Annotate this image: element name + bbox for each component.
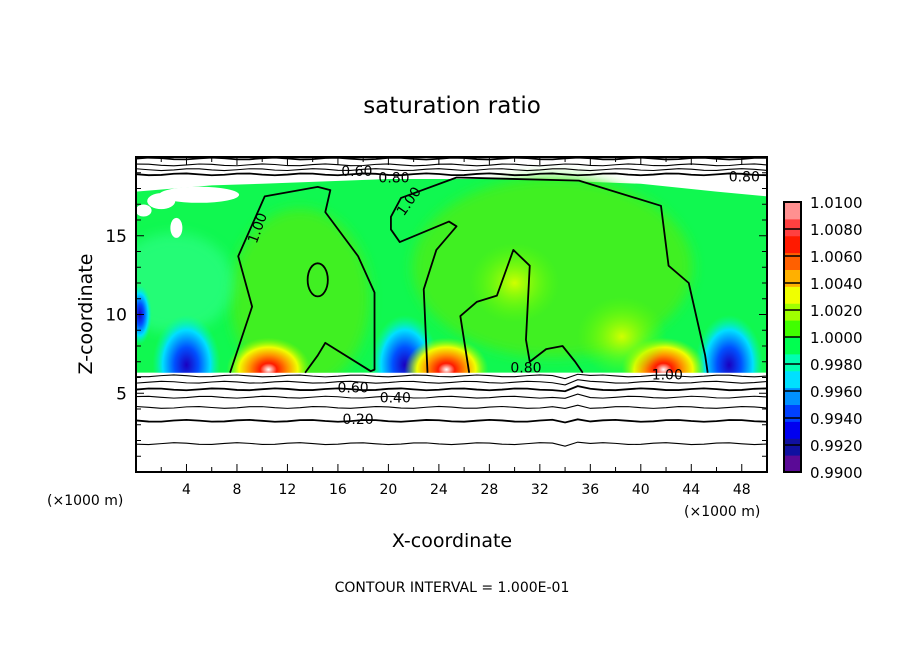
x-tick-label: 32 xyxy=(531,482,549,498)
contour-label: 0.80 xyxy=(378,170,409,186)
contour-label: 0.60 xyxy=(341,164,372,180)
contour-label: 0.60 xyxy=(337,381,368,397)
colorbar-swatch xyxy=(784,404,801,422)
colorbar-swatch xyxy=(784,235,801,254)
contour-line-horizontal xyxy=(136,404,767,409)
colorbar-swatch xyxy=(784,438,801,456)
colorbar-swatch xyxy=(784,353,801,372)
x-unit-right: (×1000 m) xyxy=(684,504,760,520)
x-tick-label: 8 xyxy=(232,482,241,498)
contour-label: 0.80 xyxy=(729,170,760,186)
contour-line-horizontal xyxy=(136,379,767,386)
x-tick-label: 12 xyxy=(279,482,297,498)
contour-line-horizontal xyxy=(136,385,767,393)
contour-line-horizontal xyxy=(136,163,767,167)
colorbar-swatch xyxy=(784,337,801,355)
x-tick-label: 48 xyxy=(733,482,751,498)
y-tick-labels: 5 10 15 xyxy=(105,227,127,405)
x-tick-label: 24 xyxy=(430,482,448,498)
colorbar-label: 1.0020 xyxy=(810,302,863,320)
colorbar-label: 0.9960 xyxy=(810,383,863,401)
colorbar-label: 0.9900 xyxy=(810,464,863,482)
y-tick-label: 10 xyxy=(105,306,127,326)
contour-label: 0.40 xyxy=(380,391,411,407)
colorbar xyxy=(783,201,802,473)
colorbar-swatch xyxy=(784,455,801,473)
saturation-field xyxy=(136,177,767,472)
contour-line-horizontal xyxy=(136,441,767,447)
field-feature-moist xyxy=(469,243,560,323)
x-axis-label: X-coordinate xyxy=(392,530,512,552)
contour-interval-note: CONTOUR INTERVAL = 1.000E-01 xyxy=(335,580,570,596)
colorbar-frame xyxy=(783,201,802,473)
contour-label: 0.80 xyxy=(510,360,541,376)
contour-line-1-00 xyxy=(306,262,329,298)
unsaturated-gap xyxy=(147,193,176,210)
colorbar-swatch xyxy=(784,252,801,270)
x-tick-label: 16 xyxy=(329,482,347,498)
unsaturated-gap xyxy=(136,204,152,217)
colorbar-label: 0.9980 xyxy=(810,356,863,374)
y-axis-label: Z-coordinate xyxy=(75,254,97,375)
contour-line-horizontal xyxy=(136,393,767,399)
contour-line-horizontal xyxy=(136,172,767,177)
contour-line-horizontal xyxy=(136,373,767,380)
x-tick-label: 4 xyxy=(182,482,191,498)
colorbar-label: 0.9920 xyxy=(810,437,863,455)
y-tick-label: 15 xyxy=(105,227,127,247)
colorbar-swatch xyxy=(784,303,801,321)
colorbar-label: 1.0080 xyxy=(810,221,863,239)
colorbar-swatch xyxy=(784,320,801,338)
chart-title: saturation ratio xyxy=(363,93,541,119)
y-tick-label: 5 xyxy=(116,384,127,404)
x-unit-left: (×1000 m) xyxy=(47,493,123,509)
colorbar-swatch xyxy=(784,202,801,220)
colorbar-label: 1.0060 xyxy=(810,248,863,266)
inner-zone xyxy=(136,233,234,333)
x-tick-label: 28 xyxy=(480,482,498,498)
colorbar-swatch xyxy=(784,218,801,237)
contour-line-horizontal xyxy=(136,418,767,424)
below-cloud-base xyxy=(136,372,767,472)
colorbar-swatch xyxy=(784,370,801,389)
contour-label: 1.00 xyxy=(652,367,683,383)
contour-line-1-00 xyxy=(229,186,376,374)
x-tick-labels: 4 8 12 16 20 24 28 32 36 40 44 48 xyxy=(182,482,751,498)
colorbar-label: 1.0100 xyxy=(810,194,863,212)
contour-line-1-00 xyxy=(459,249,584,374)
colorbar-swatch xyxy=(784,286,801,304)
colorbar-label: 0.9940 xyxy=(810,410,863,428)
axis-ticks xyxy=(136,157,767,472)
colorbar-swatch xyxy=(784,269,801,287)
colorbar-label: 1.0040 xyxy=(810,275,863,293)
contour-line-horizontal xyxy=(136,168,767,172)
x-tick-label: 20 xyxy=(379,482,397,498)
unsaturated-gap xyxy=(170,217,183,238)
colorbar-labels: 1.0100 1.0080 1.0060 1.0040 1.0020 1.0000 0.99… xyxy=(810,194,863,482)
unsaturated-gap xyxy=(159,186,240,203)
contour-line-1-00 xyxy=(390,176,709,373)
x-tick-label: 44 xyxy=(682,482,700,498)
field-feature-moist xyxy=(576,296,667,377)
colorbar-swatch xyxy=(784,421,801,439)
x-tick-label: 36 xyxy=(581,482,599,498)
contour-label: 0.20 xyxy=(343,412,374,428)
colorbar-label: 1.0000 xyxy=(810,329,863,347)
colorbar-swatch xyxy=(784,387,801,405)
contour-lines xyxy=(136,157,767,447)
x-tick-label: 40 xyxy=(632,482,650,498)
